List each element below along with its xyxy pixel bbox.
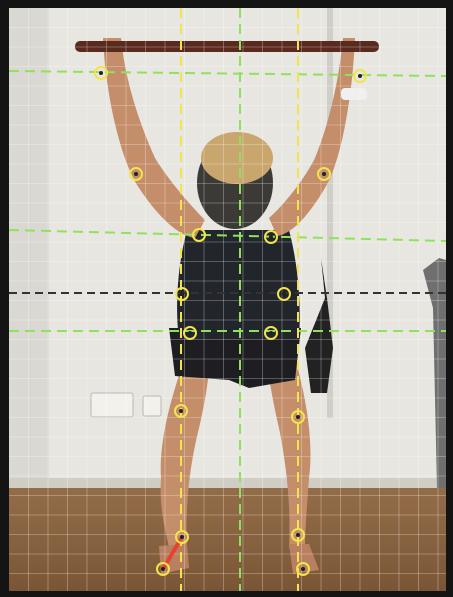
left-elbow-marker [129,167,143,181]
tank-top [177,230,300,340]
wall-socket [90,392,134,418]
posture-scene [9,8,446,591]
right-pelvis-marker [264,326,278,340]
person [103,38,367,574]
left-arm [103,38,205,238]
right-leg [267,358,311,548]
left-pelvis-marker [183,326,197,340]
right-shoulder-marker [264,230,278,244]
dowel-bar [75,41,379,52]
left-toe-marker [156,562,170,576]
right-ankle-marker [291,528,305,542]
right-knee-marker [291,410,305,424]
right-wrist-marker [353,69,367,83]
wristwatch [341,88,367,100]
left-ankle-marker [175,530,189,544]
right-hip-marker [277,287,291,301]
left-knee-marker [174,404,188,418]
left-wrist-marker [94,66,108,80]
wall-shadow [9,8,49,488]
right-arm [269,38,355,236]
skirting-board [9,478,446,488]
left-leg [160,358,209,548]
chest-level-guide [9,229,446,242]
floor-shade [9,488,446,591]
squat-photo [9,8,446,591]
left-shoulder-marker [192,228,206,242]
shorts [169,328,301,388]
left-hip-marker [175,287,189,301]
door-frame [327,8,333,418]
shoulder-level-guide [9,70,446,77]
right-toe-marker [296,562,310,576]
wall-switch [142,395,162,417]
chair [423,258,446,488]
right-elbow-marker [317,167,331,181]
suspension-straps [305,258,333,393]
hair [201,132,273,184]
grid-overlay [9,8,446,591]
